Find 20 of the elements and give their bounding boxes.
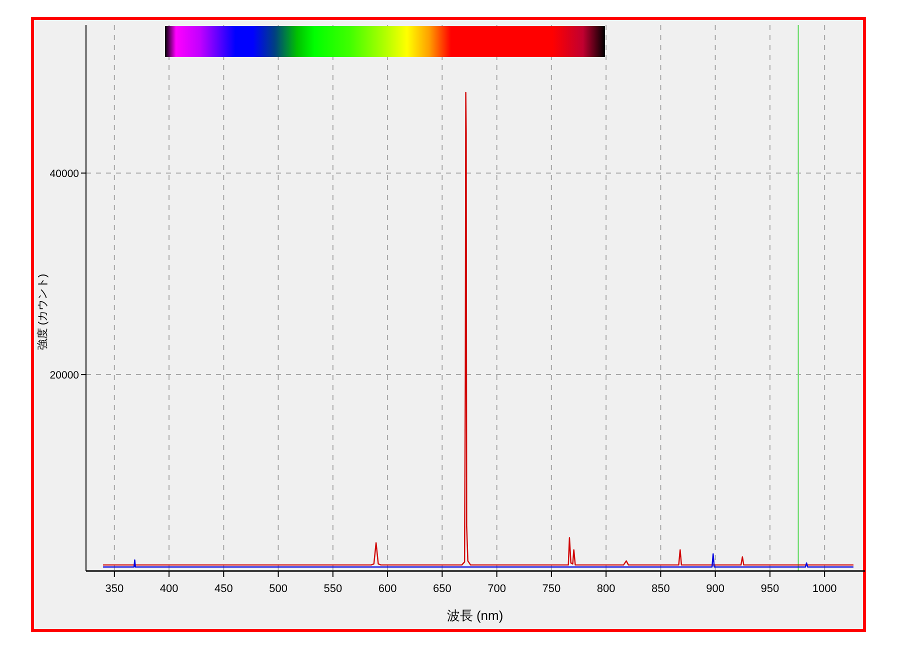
y-tick-label: 20000 bbox=[50, 370, 80, 382]
x-tick-label: 650 bbox=[432, 583, 452, 595]
x-tick-label: 550 bbox=[324, 583, 342, 595]
x-tick-label: 950 bbox=[760, 583, 780, 595]
x-tick-label: 700 bbox=[488, 583, 506, 595]
x-tick-label: 800 bbox=[596, 583, 616, 595]
x-axis-title: 波長 (nm) bbox=[446, 608, 504, 623]
x-tick-label: 750 bbox=[542, 583, 561, 595]
x-tick-label: 900 bbox=[706, 583, 724, 595]
y-tick-label: 40000 bbox=[50, 168, 80, 180]
x-tick-label: 850 bbox=[652, 583, 670, 595]
line-series bbox=[102, 553, 854, 568]
x-tick-label: 350 bbox=[105, 583, 124, 595]
line-series bbox=[102, 92, 854, 566]
x-tick-label: 500 bbox=[269, 583, 288, 595]
x-tick-label: 400 bbox=[160, 583, 178, 595]
y-axis-title: 強度 (カウント) bbox=[36, 274, 49, 350]
x-tick-label: 600 bbox=[378, 583, 397, 595]
x-tick-label: 1000 bbox=[812, 583, 837, 595]
x-tick-label: 450 bbox=[214, 583, 233, 595]
